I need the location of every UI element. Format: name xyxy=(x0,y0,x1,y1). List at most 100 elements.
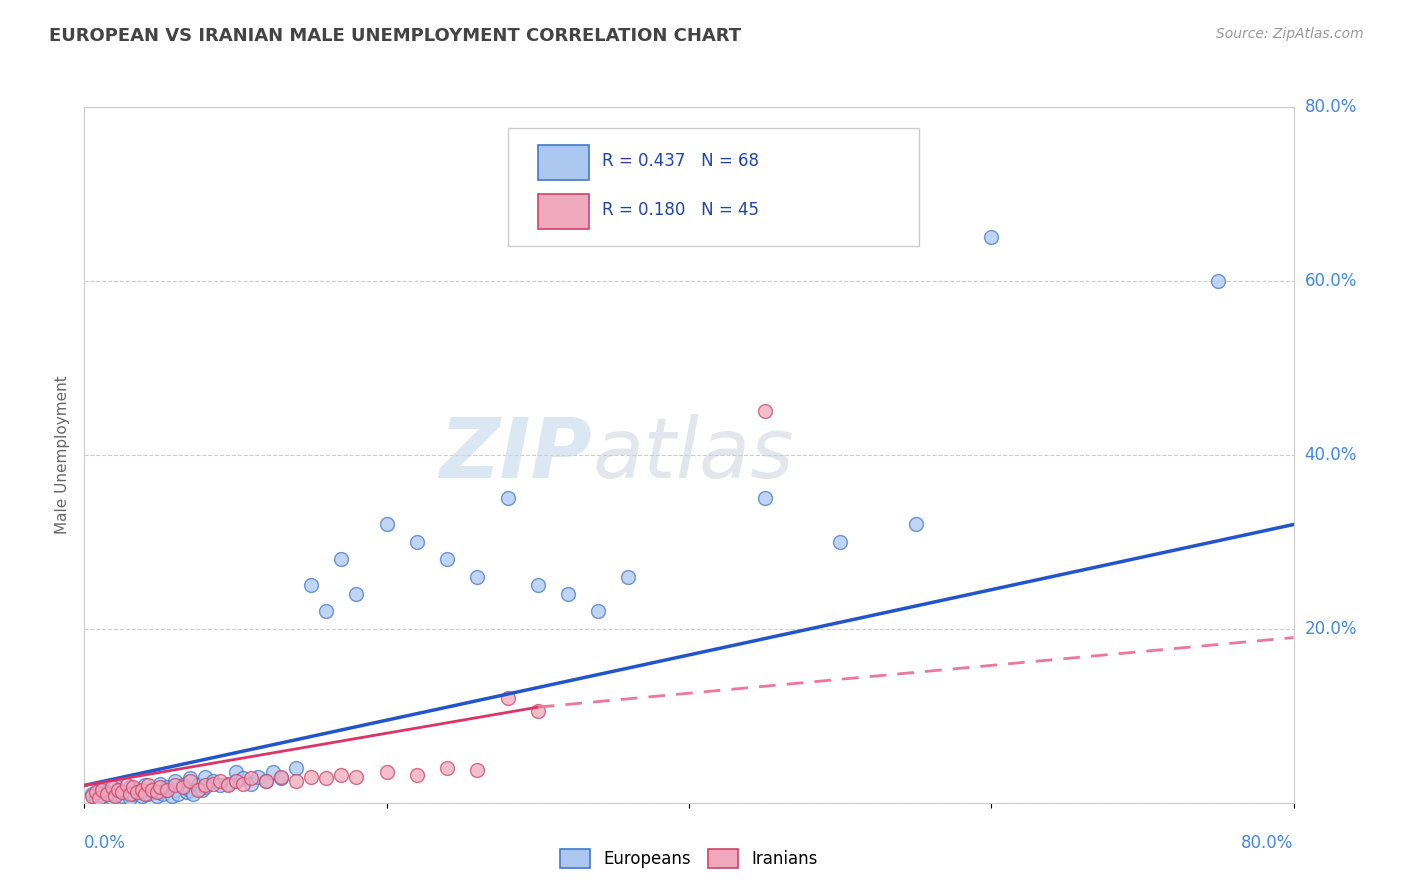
Point xyxy=(149,780,172,794)
Point xyxy=(557,587,579,601)
Point xyxy=(111,785,134,799)
FancyBboxPatch shape xyxy=(538,194,589,229)
Point xyxy=(134,785,156,799)
Point xyxy=(179,772,201,786)
Point xyxy=(209,774,232,789)
Text: R = 0.437   N = 68: R = 0.437 N = 68 xyxy=(602,153,759,170)
Text: 80.0%: 80.0% xyxy=(1241,834,1294,852)
Point xyxy=(225,774,247,789)
Point xyxy=(121,787,143,801)
Point xyxy=(146,785,169,799)
Point xyxy=(167,787,190,801)
Point xyxy=(526,578,548,592)
Point xyxy=(118,791,141,805)
Y-axis label: Male Unemployment: Male Unemployment xyxy=(55,376,70,534)
Point xyxy=(209,778,232,792)
Point xyxy=(118,787,141,801)
Point xyxy=(346,770,368,784)
Point xyxy=(496,691,519,706)
Point xyxy=(127,785,149,799)
Point xyxy=(104,778,127,792)
Point xyxy=(107,782,129,797)
Point xyxy=(217,778,239,792)
Point xyxy=(187,778,209,792)
Point xyxy=(904,517,927,532)
Point xyxy=(201,777,224,791)
Point xyxy=(254,774,277,789)
Point xyxy=(526,705,548,719)
Point xyxy=(754,491,776,506)
Point xyxy=(163,774,186,789)
FancyBboxPatch shape xyxy=(508,128,918,246)
Point xyxy=(89,790,111,805)
Point xyxy=(284,774,308,789)
Point xyxy=(406,768,429,782)
Text: 40.0%: 40.0% xyxy=(1305,446,1357,464)
Point xyxy=(156,782,179,797)
Point xyxy=(232,772,254,786)
Point xyxy=(239,777,262,791)
Point xyxy=(232,777,254,791)
Point xyxy=(115,778,138,792)
Point xyxy=(299,770,322,784)
Point xyxy=(91,789,114,803)
Point xyxy=(152,787,174,801)
Point xyxy=(467,570,489,584)
Point xyxy=(299,578,322,592)
Point xyxy=(617,570,640,584)
Text: EUROPEAN VS IRANIAN MALE UNEMPLOYMENT CORRELATION CHART: EUROPEAN VS IRANIAN MALE UNEMPLOYMENT CO… xyxy=(49,27,741,45)
Point xyxy=(181,787,204,801)
Point xyxy=(163,778,186,792)
Point xyxy=(194,780,217,794)
Point xyxy=(284,761,308,775)
Point xyxy=(172,780,194,794)
Point xyxy=(104,787,127,801)
Point xyxy=(270,772,292,786)
Point xyxy=(91,782,114,797)
Point xyxy=(141,782,163,797)
Text: 20.0%: 20.0% xyxy=(1305,620,1357,638)
Point xyxy=(86,785,108,799)
Point xyxy=(330,552,353,566)
Point xyxy=(131,789,153,803)
Point xyxy=(176,785,198,799)
Point xyxy=(136,778,159,792)
Point xyxy=(163,782,186,797)
Text: ZIP: ZIP xyxy=(440,415,592,495)
Point xyxy=(100,790,122,805)
Point xyxy=(111,789,134,803)
Point xyxy=(187,782,209,797)
Point xyxy=(80,787,103,801)
Point xyxy=(239,772,262,786)
Point xyxy=(131,782,153,797)
Point xyxy=(194,770,217,784)
FancyBboxPatch shape xyxy=(538,145,589,180)
Point xyxy=(179,782,201,797)
Point xyxy=(89,782,111,797)
Point xyxy=(149,785,172,799)
Legend: Europeans, Iranians: Europeans, Iranians xyxy=(554,842,824,875)
Point xyxy=(330,768,353,782)
Point xyxy=(96,785,118,799)
Point xyxy=(134,778,156,792)
Point xyxy=(496,491,519,506)
Point xyxy=(118,780,141,794)
Point xyxy=(100,780,122,794)
Point xyxy=(217,777,239,791)
Point xyxy=(160,789,183,803)
Point xyxy=(315,605,337,619)
Point xyxy=(80,789,103,803)
Point xyxy=(315,772,337,786)
Point xyxy=(225,774,247,789)
Point xyxy=(86,791,108,805)
Point xyxy=(436,761,458,775)
Point xyxy=(121,780,143,794)
Point xyxy=(754,404,776,418)
Point xyxy=(115,785,138,799)
Point xyxy=(179,774,201,789)
Point xyxy=(247,770,270,784)
Point xyxy=(467,763,489,777)
Point xyxy=(107,782,129,797)
Point xyxy=(588,605,610,619)
Point xyxy=(96,787,118,801)
